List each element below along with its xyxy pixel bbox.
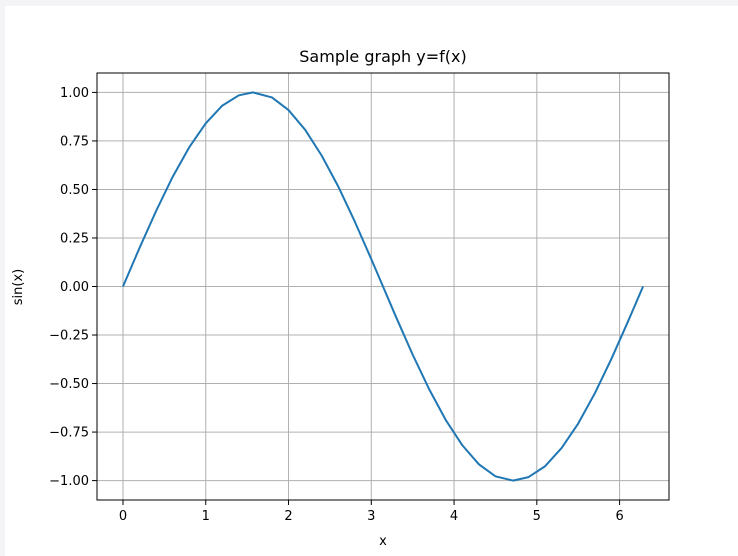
series-layer	[122, 91, 644, 482]
x-tick-label: 1	[202, 509, 210, 524]
x-tick-label: 0	[119, 509, 127, 524]
x-tick-label: 4	[450, 509, 458, 524]
x-axis: 0 1 2 3 4 5 6	[119, 500, 624, 524]
y-tick-label: −0.75	[49, 426, 89, 441]
y-tick-label: 0.00	[60, 280, 89, 295]
y-tick-label: 1.00	[60, 86, 89, 101]
grid	[97, 73, 669, 500]
y-axis-label: sin(x)	[11, 269, 26, 305]
line-chart: Sample graph y=f(x) 0 1 2 3 4 5 6 1.00 0.75 0.50…	[11, 47, 670, 549]
x-tick-label: 6	[615, 509, 623, 524]
y-axis: 1.00 0.75 0.50 0.25 0.00 −0.25 −0.50 −0.75 −1.00	[49, 86, 97, 489]
y-tick-label: 0.50	[60, 183, 89, 198]
x-tick-label: 3	[367, 509, 375, 524]
y-tick-label: 0.75	[60, 134, 89, 149]
chart-title: Sample graph y=f(x)	[299, 47, 466, 66]
x-tick-label: 5	[533, 509, 541, 524]
y-tick-label: −1.00	[49, 474, 89, 489]
y-tick-label: 0.25	[60, 231, 89, 246]
figure: Sample graph y=f(x) 0 1 2 3 4 5 6 1.00 0.75 0.50…	[5, 6, 738, 556]
y-tick-label: −0.50	[49, 377, 89, 392]
y-tick-label: −0.25	[49, 329, 89, 344]
x-tick-label: 2	[284, 509, 292, 524]
series-line	[122, 91, 644, 482]
x-axis-label: x	[379, 534, 387, 549]
